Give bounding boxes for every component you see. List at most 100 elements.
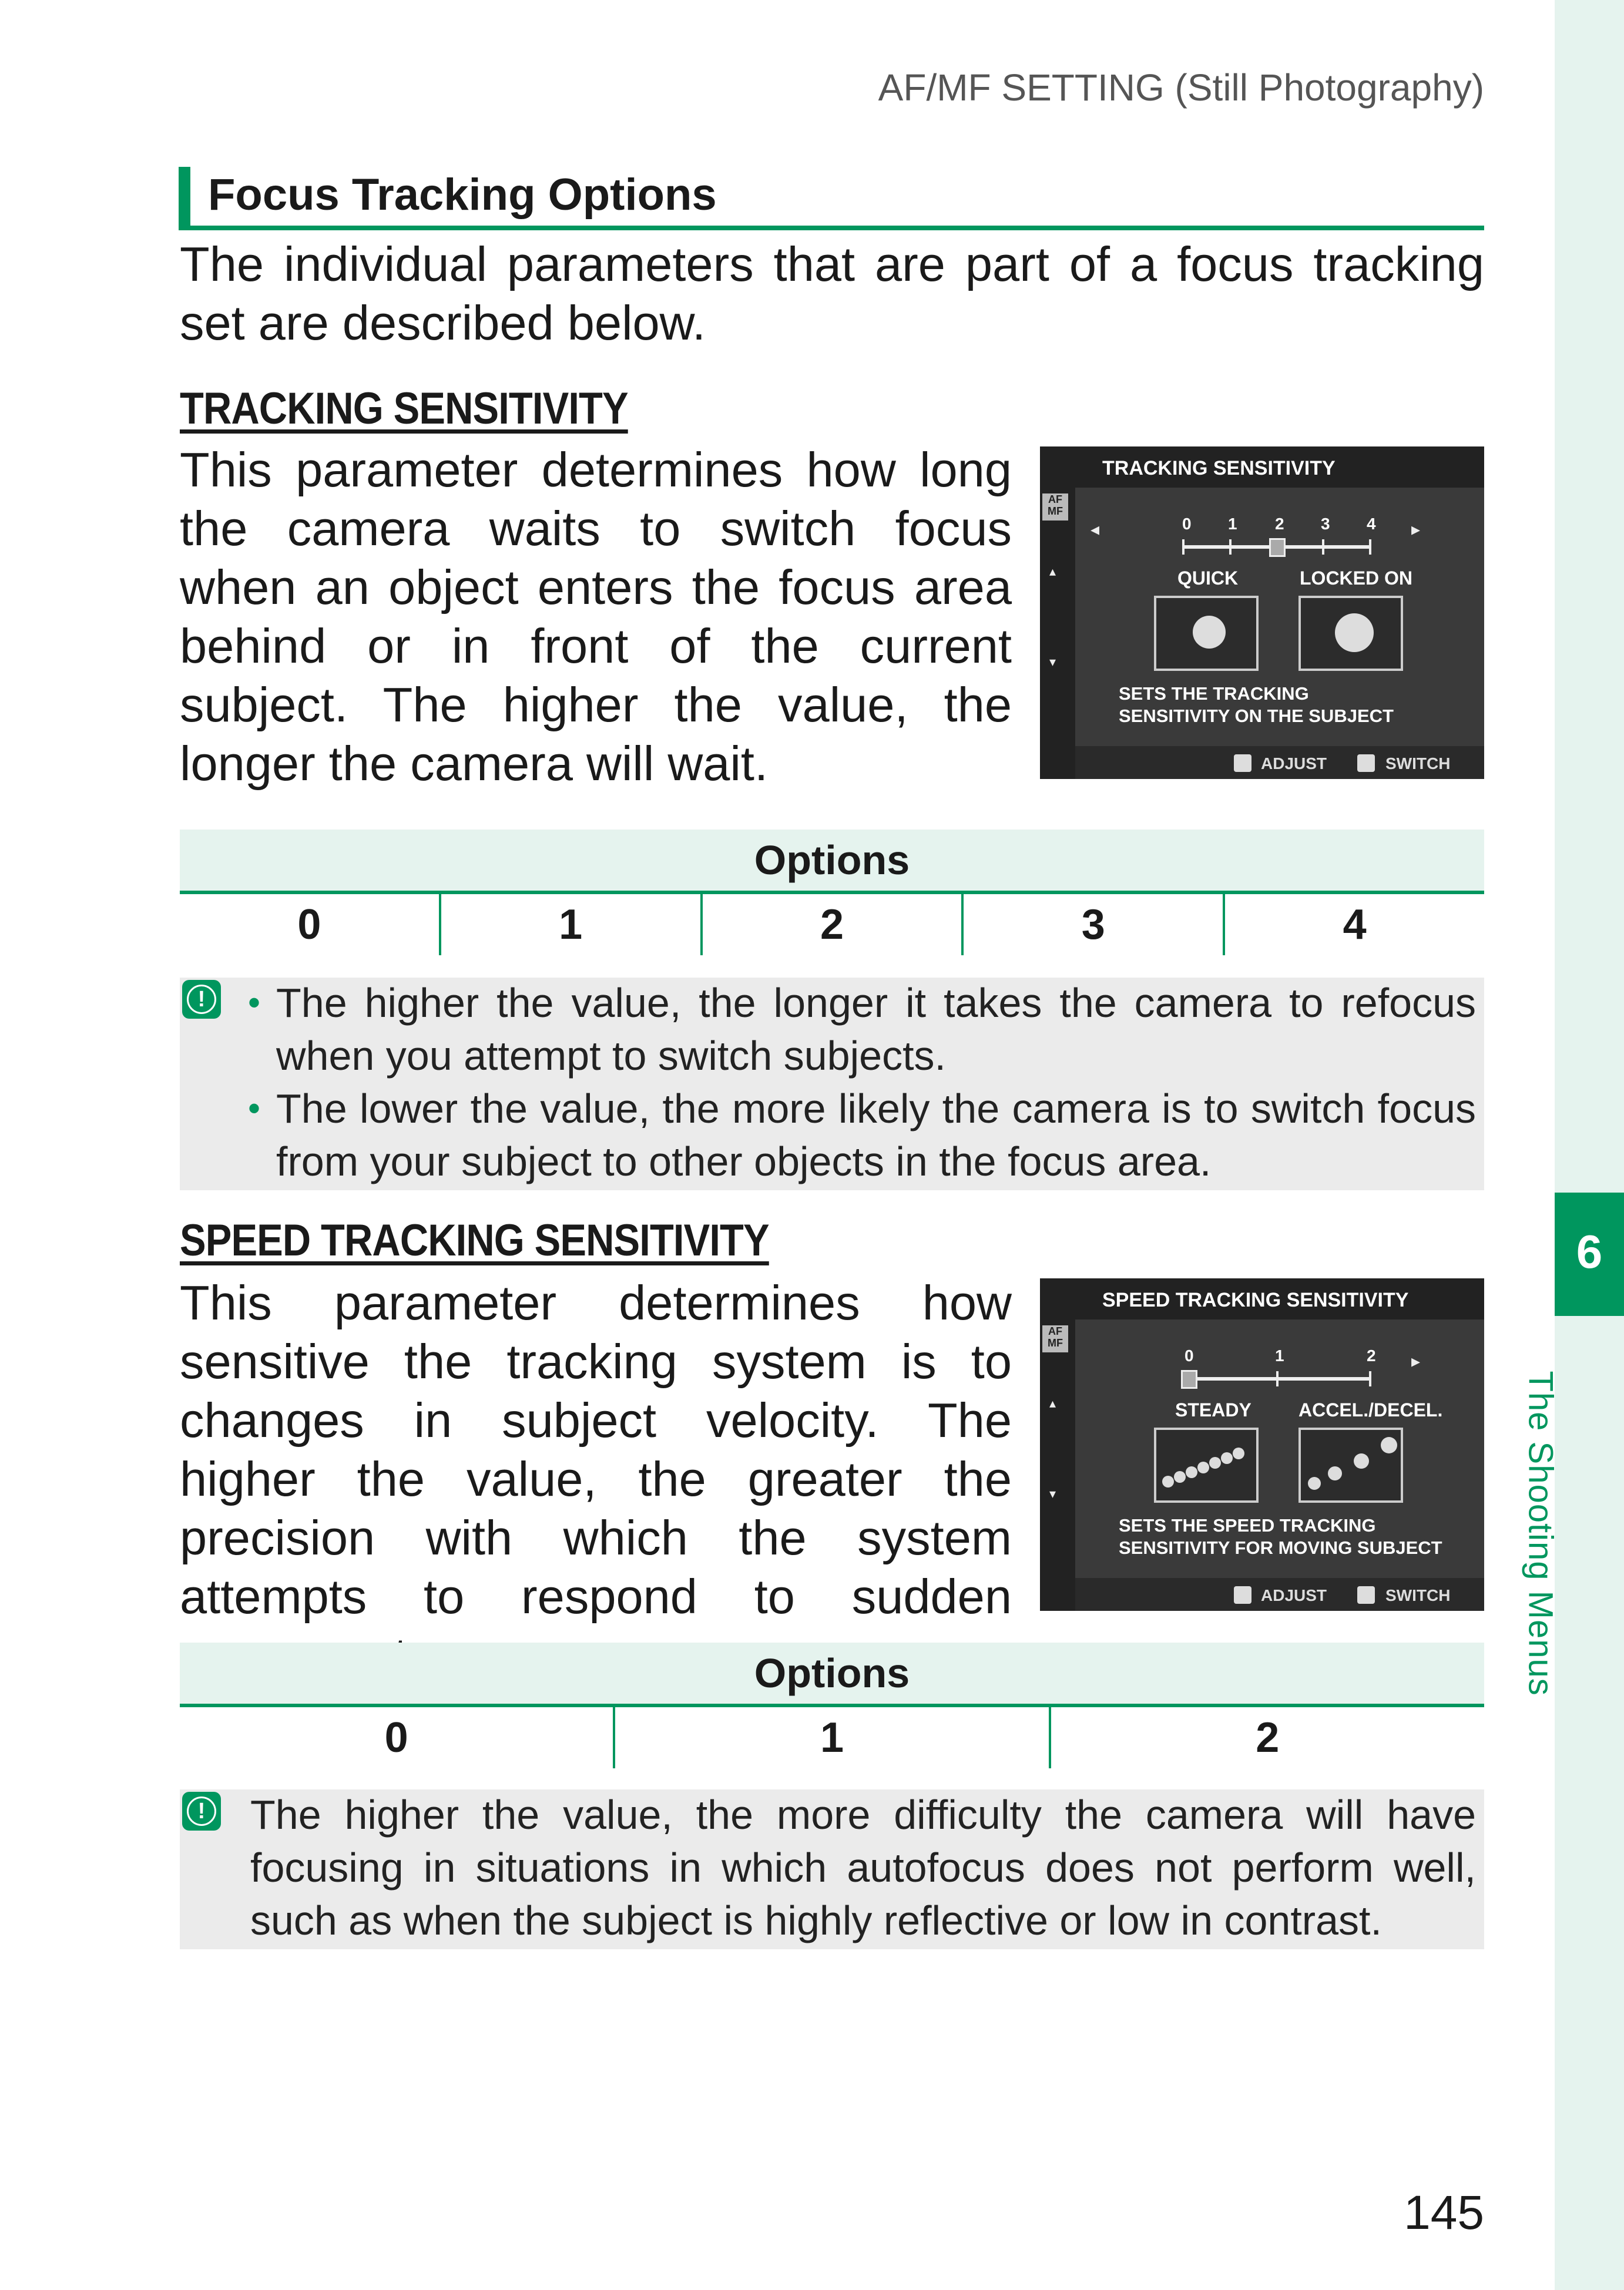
speed-sensitivity-slider[interactable] (1189, 1377, 1371, 1381)
screen-description-2: SENSITIVITY ON THE SUBJECT (1119, 706, 1394, 726)
motion-dot (1174, 1471, 1186, 1483)
bullet-icon: • (248, 1089, 261, 1128)
adjust-dial-icon (1234, 754, 1251, 772)
section-title-marker (179, 167, 190, 228)
label-locked-on: LOCKED ON (1300, 568, 1412, 589)
motion-dot (1221, 1452, 1233, 1464)
illustration-locked-on (1298, 596, 1403, 671)
slider-handle[interactable] (1269, 538, 1286, 557)
adjust-button-label: ADJUST (1261, 1586, 1327, 1604)
note-item: • The lower the value, the more likely t… (248, 1082, 1476, 1188)
note-text: The higher the value, the longer it take… (276, 980, 1476, 1079)
switch-button-label: SWITCH (1385, 1586, 1451, 1604)
switch-dial-icon (1357, 754, 1375, 772)
down-arrow-icon: ▾ (1049, 654, 1056, 669)
running-header: AF/MF SETTING (Still Photography) (878, 66, 1484, 109)
scale-label-1: 1 (1228, 515, 1237, 533)
slider-tick (1322, 539, 1324, 555)
option-cell: 0 (180, 894, 441, 955)
af-mf-icon: AF MF (1042, 1325, 1068, 1352)
section-intro: The individual parameters that are part … (180, 237, 1484, 350)
screen-description-2: SENSITIVITY FOR MOVING SUBJECT (1119, 1537, 1442, 1558)
right-arrow-icon: ▸ (1411, 1352, 1421, 1371)
chapter-number: 6 (1576, 1225, 1603, 1278)
chapter-title: The Shooting Menus (1521, 1371, 1560, 1696)
af-mf-icon: AF MF (1042, 493, 1068, 521)
note-text: The lower the value, the more likely the… (276, 1086, 1476, 1184)
label-accel-decel: ACCEL./DECEL. (1298, 1399, 1443, 1421)
slider-tick (1369, 1371, 1371, 1386)
subject-dot (1193, 616, 1226, 649)
tracking-options-table: Options 0 1 2 3 4 (180, 830, 1484, 955)
screen-description-1: SETS THE TRACKING (1119, 683, 1309, 704)
slider-tick (1276, 1371, 1279, 1386)
option-cell: 3 (964, 894, 1226, 955)
option-cell: 2 (1256, 1714, 1280, 1761)
screen-titlebar (1040, 1278, 1484, 1319)
left-arrow-icon: ◂ (1091, 520, 1100, 539)
screen-bottombar (1075, 1578, 1484, 1611)
scale-label-3: 3 (1321, 515, 1330, 533)
up-arrow-icon: ▴ (1049, 564, 1056, 579)
motion-dot (1328, 1466, 1342, 1480)
caution-icon: ! (182, 1792, 221, 1831)
label-steady: STEADY (1175, 1399, 1251, 1421)
speed-note-box: ! The higher the value, the more difficu… (180, 1789, 1484, 1949)
motion-dot (1162, 1476, 1174, 1488)
illustration-steady (1154, 1428, 1259, 1503)
scale-label-2: 2 (1367, 1347, 1376, 1365)
motion-dot (1308, 1477, 1321, 1490)
chapter-tab[interactable] (1555, 1193, 1624, 1316)
screen-title: SPEED TRACKING SENSITIVITY (1102, 1289, 1409, 1311)
illustration-quick (1154, 596, 1259, 671)
switch-dial-icon (1357, 1586, 1375, 1604)
subject-dot (1335, 613, 1374, 652)
switch-button-label: SWITCH (1385, 754, 1451, 773)
note-item: • The higher the value, the longer it ta… (248, 976, 1476, 1082)
slider-tick (1369, 539, 1371, 555)
motion-dot (1197, 1462, 1209, 1473)
scale-label-0: 0 (1182, 515, 1192, 533)
page-number: 145 (1404, 2186, 1484, 2239)
screen-sidebar (1040, 488, 1075, 779)
illustration-accel-decel (1298, 1428, 1403, 1503)
tracking-sensitivity-body: This parameter determines how long the c… (180, 442, 1012, 791)
slider-handle[interactable] (1181, 1370, 1197, 1389)
screen-bottombar (1075, 746, 1484, 779)
scale-label-2: 2 (1275, 515, 1284, 533)
speed-tracking-sensitivity-heading: SPEED TRACKING SENSITIVITY (180, 1215, 770, 1265)
options-header: Options (180, 830, 1484, 894)
speed-tracking-sensitivity-body: This parameter determines how sensitive … (180, 1275, 1012, 1683)
motion-dot (1354, 1453, 1369, 1469)
motion-dot (1233, 1448, 1244, 1459)
option-cell: 4 (1343, 901, 1367, 948)
motion-dot (1381, 1437, 1397, 1453)
label-quick: QUICK (1177, 568, 1239, 589)
option-cell: 1 (615, 1707, 1051, 1768)
right-arrow-icon: ▸ (1411, 520, 1421, 539)
bullet-icon: • (248, 983, 261, 1022)
note-text: The higher the value, the more difficult… (250, 1792, 1476, 1943)
up-arrow-icon: ▴ (1049, 1396, 1056, 1411)
chapter-side-strip (1555, 0, 1624, 2290)
adjust-dial-icon (1234, 1586, 1251, 1604)
section-rule (179, 226, 1484, 230)
screen-description-1: SETS THE SPEED TRACKING (1119, 1515, 1376, 1536)
scale-label-0: 0 (1185, 1347, 1194, 1365)
options-header: Options (180, 1643, 1484, 1707)
adjust-button-label: ADJUST (1261, 754, 1327, 773)
option-cell: 1 (441, 894, 703, 955)
scale-label-4: 4 (1367, 515, 1376, 533)
speed-tracking-sensitivity-screen: SPEED TRACKING SENSITIVITY AF MF ▸ ▴ ▾ 0… (1040, 1278, 1484, 1611)
screen-title: TRACKING SENSITIVITY (1102, 457, 1336, 479)
section-title: Focus Tracking Options (208, 170, 717, 220)
motion-dot (1186, 1466, 1197, 1478)
slider-tick (1229, 539, 1232, 555)
slider-tick (1182, 539, 1185, 555)
down-arrow-icon: ▾ (1049, 1486, 1056, 1501)
options-row: 0 1 2 3 4 (180, 894, 1484, 955)
options-row: 0 1 2 (180, 1707, 1484, 1768)
screen-titlebar (1040, 446, 1484, 488)
speed-options-table: Options 0 1 2 (180, 1643, 1484, 1768)
tracking-sensitivity-screen: TRACKING SENSITIVITY AF MF ◂ ▸ ▴ ▾ 0 1 2… (1040, 446, 1484, 779)
